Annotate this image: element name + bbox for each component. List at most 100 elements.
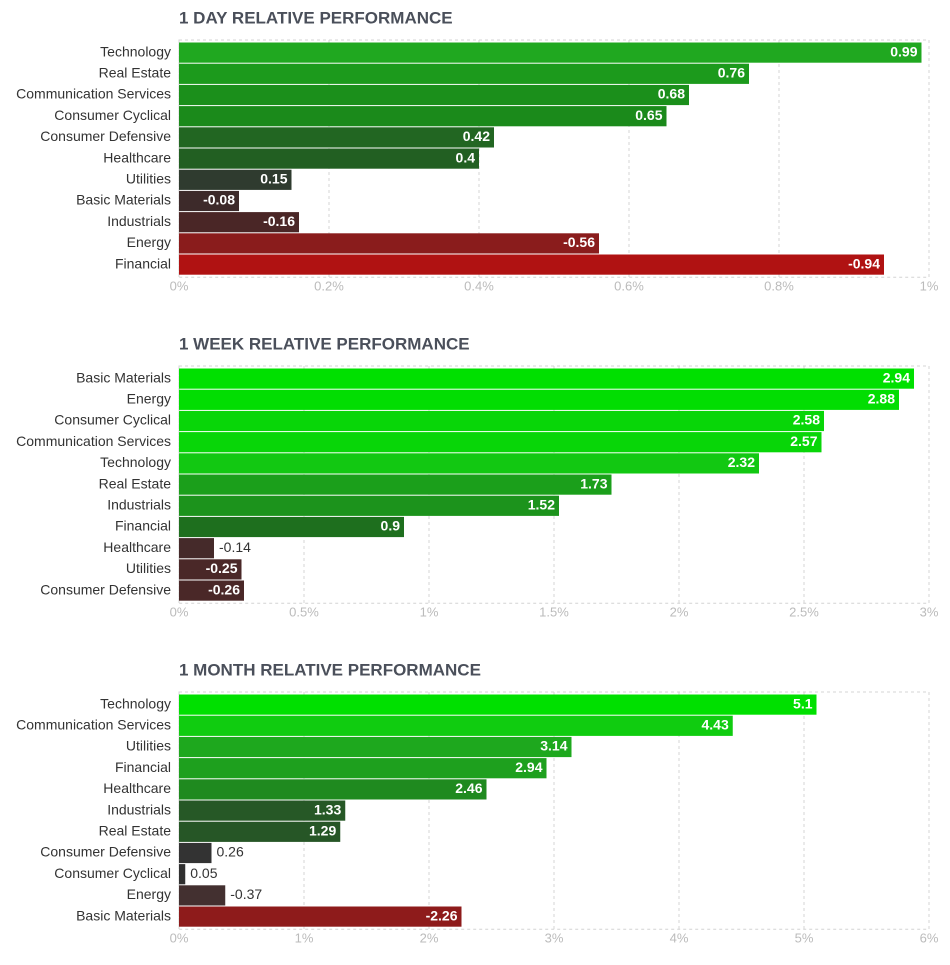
- x-tick-label: 2%: [670, 605, 689, 620]
- bar: [179, 715, 733, 736]
- category-label: Energy: [127, 391, 171, 407]
- bar: [179, 106, 667, 127]
- category-label: Basic Materials: [76, 192, 171, 208]
- value-label: 2.58: [793, 412, 820, 428]
- x-tick-label: 1%: [295, 931, 314, 946]
- x-tick-label: 1.5%: [539, 605, 569, 620]
- category-label: Financial: [115, 255, 171, 271]
- category-label: Industrials: [107, 213, 171, 229]
- x-tick-label: 1%: [920, 279, 939, 294]
- value-label: 2.46: [455, 780, 482, 796]
- bar: [179, 842, 212, 864]
- x-tick-label: 0.6%: [614, 279, 644, 294]
- category-label: Real Estate: [99, 823, 172, 839]
- bar: [179, 474, 612, 495]
- value-label: 1.33: [314, 801, 341, 817]
- x-tick-label: 3%: [545, 931, 564, 946]
- x-tick-label: 2%: [420, 931, 439, 946]
- bar: [179, 233, 599, 254]
- category-label: Healthcare: [103, 780, 171, 796]
- x-tick-label: 1%: [420, 605, 439, 620]
- bar: [179, 538, 214, 559]
- value-label: 2.94: [883, 369, 910, 385]
- bar: [179, 758, 547, 779]
- category-label: Technology: [100, 695, 171, 711]
- value-label: 3.14: [540, 738, 567, 754]
- x-tick-label: 5%: [795, 931, 814, 946]
- value-label: 0.76: [718, 65, 745, 81]
- value-label: -2.26: [426, 907, 458, 923]
- category-label: Basic Materials: [76, 369, 171, 385]
- bar: [179, 453, 759, 474]
- value-label: 0.05: [190, 865, 217, 881]
- bar: [179, 84, 689, 106]
- value-label: 2.88: [868, 391, 895, 407]
- category-label: Consumer Cyclical: [54, 865, 171, 881]
- value-label: 0.9: [381, 518, 401, 534]
- bar: [179, 254, 884, 275]
- value-label: 0.42: [463, 128, 490, 144]
- x-tick-label: 0.2%: [314, 279, 344, 294]
- value-label: -0.37: [230, 886, 262, 902]
- bar: [179, 63, 749, 84]
- bar: [179, 432, 822, 453]
- x-tick-label: 0.8%: [764, 279, 794, 294]
- value-label: 0.65: [635, 107, 662, 123]
- bar: [179, 906, 462, 927]
- value-label: 0.15: [260, 171, 287, 187]
- category-label: Financial: [115, 518, 171, 534]
- bar: [179, 516, 404, 538]
- value-label: 5.1: [793, 695, 813, 711]
- value-label: 1.73: [580, 475, 607, 491]
- bar: [179, 42, 922, 63]
- value-label: -0.16: [263, 213, 295, 229]
- chart-title: 1 DAY RELATIVE PERFORMANCE: [179, 8, 453, 27]
- category-label: Communication Services: [16, 86, 171, 102]
- bar: [179, 169, 292, 190]
- bar: [179, 368, 914, 389]
- bar: [179, 885, 226, 906]
- value-label: 0.26: [217, 844, 244, 860]
- bar: [179, 389, 899, 410]
- bar: [179, 800, 346, 821]
- value-label: 0.4: [456, 149, 476, 165]
- x-tick-label: 4%: [670, 931, 689, 946]
- value-label: 0.68: [658, 86, 685, 102]
- bar: [179, 736, 572, 758]
- category-label: Technology: [100, 454, 171, 470]
- category-label: Consumer Cyclical: [54, 412, 171, 428]
- value-label: 4.43: [702, 717, 729, 733]
- category-label: Basic Materials: [76, 907, 171, 923]
- category-label: Technology: [100, 43, 171, 59]
- category-label: Healthcare: [103, 539, 171, 555]
- category-label: Real Estate: [99, 65, 172, 81]
- value-label: 2.32: [728, 454, 755, 470]
- value-label: -0.08: [203, 192, 235, 208]
- x-tick-label: 6%: [920, 931, 939, 946]
- bar: [179, 127, 494, 148]
- bar: [179, 779, 487, 800]
- category-label: Utilities: [126, 171, 171, 187]
- value-label: 0.99: [890, 43, 917, 59]
- value-label: 2.57: [790, 433, 817, 449]
- bar: [179, 190, 239, 212]
- value-label: -0.14: [219, 539, 251, 555]
- x-tick-label: 2.5%: [789, 605, 819, 620]
- category-label: Industrials: [107, 801, 171, 817]
- category-label: Utilities: [126, 560, 171, 576]
- bar: [179, 410, 824, 432]
- bar: [179, 212, 299, 233]
- category-label: Real Estate: [99, 475, 172, 491]
- category-label: Communication Services: [16, 717, 171, 733]
- category-label: Healthcare: [103, 149, 171, 165]
- category-label: Energy: [127, 234, 171, 250]
- bar: [179, 821, 341, 842]
- value-label: 2.94: [515, 759, 542, 775]
- category-label: Energy: [127, 886, 171, 902]
- category-label: Industrials: [107, 497, 171, 513]
- x-tick-label: 0%: [170, 605, 189, 620]
- category-label: Consumer Defensive: [40, 128, 171, 144]
- bar: [179, 148, 479, 169]
- bar: [179, 694, 817, 715]
